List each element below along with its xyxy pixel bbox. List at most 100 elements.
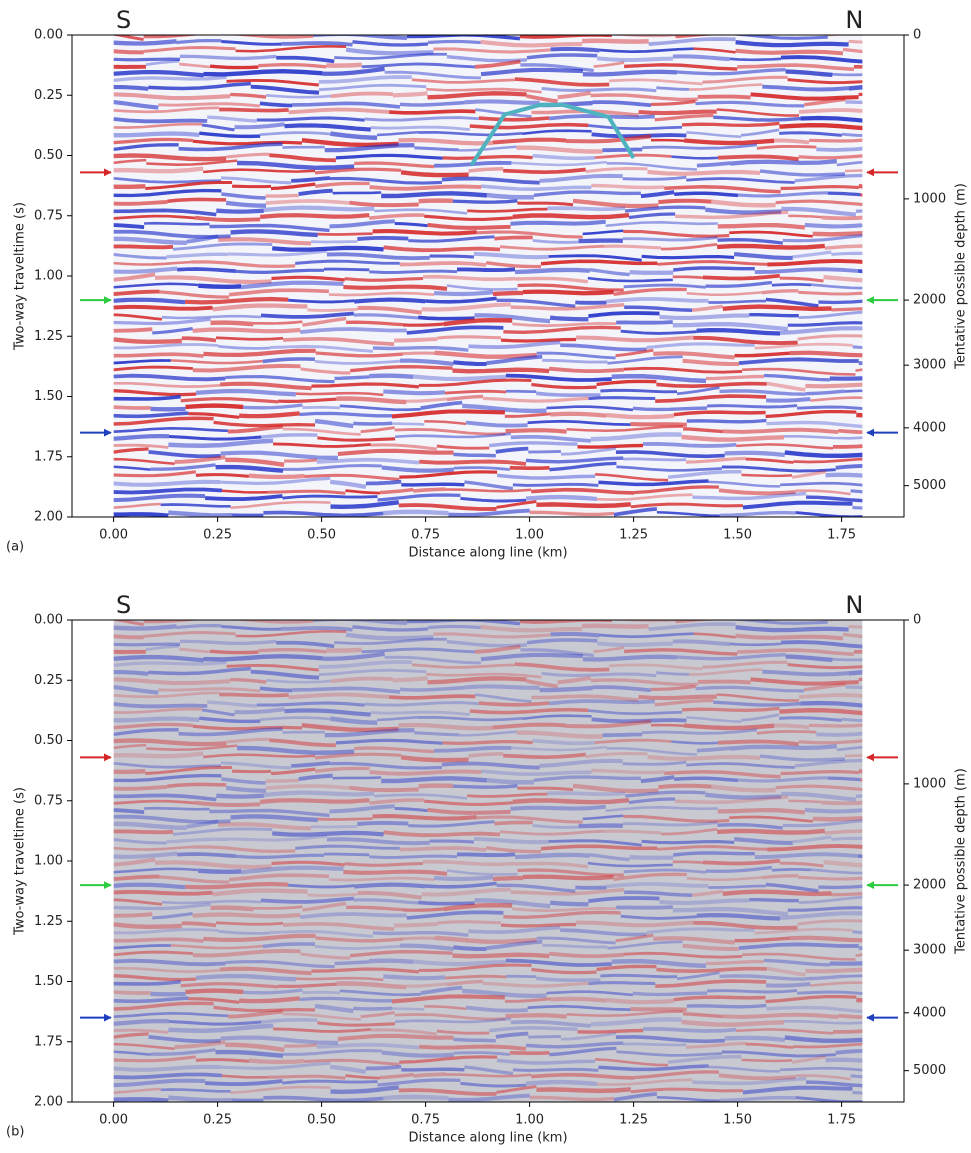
reflector [766,984,810,986]
reflector [144,223,209,224]
reflector [264,793,375,795]
reflector [260,688,292,690]
reflector [414,148,458,150]
direction-label: N [845,591,863,619]
reflector [167,199,226,201]
reflector [419,462,526,464]
reflector [799,695,875,697]
reflector [591,186,664,188]
reflector [114,636,144,637]
reflector [324,854,369,855]
reflector [805,385,913,387]
y-tick-label: 2.00 [34,1095,63,1110]
reflector [493,293,523,294]
reflector [114,1099,169,1100]
reflector [494,822,532,823]
reflector [597,643,673,645]
y2-tick-label: 4000 [913,1005,946,1020]
x-tick-label: 0.50 [307,528,336,543]
x-tick-label: 1.75 [827,1113,856,1128]
reflector [114,246,173,247]
y-tick-label: 0.50 [34,733,63,748]
reflector [856,414,959,417]
reflector [430,841,474,842]
reflector [832,73,893,75]
reflector [623,459,686,460]
reflector [453,362,486,364]
reflector [369,856,457,857]
direction-label: S [116,591,131,619]
reflector [114,202,168,204]
reflector [369,961,413,962]
reflector [730,161,836,163]
reflector [114,626,177,628]
reflector [749,900,799,901]
y-tick-label: 1.50 [34,389,63,404]
reflector [389,111,475,113]
reflector [742,475,793,476]
reflector [443,157,533,159]
reflector [284,460,317,461]
reflector [393,678,428,680]
reflector [430,256,474,257]
reflector [403,909,444,910]
y2-tick-label: 2000 [913,293,946,308]
reflector [493,878,523,879]
reflector [515,855,590,857]
reflector [639,112,717,113]
reflector [272,248,383,250]
reflector [465,686,540,687]
reflector [303,407,340,408]
reflector [443,742,533,744]
reflector [849,625,948,629]
reflector [849,86,942,88]
reflector [216,923,283,925]
reflector [781,772,859,774]
reflector [547,208,625,209]
reflector [403,938,435,939]
reflector [648,757,761,759]
reflector [114,892,213,894]
reflector [536,1089,630,1091]
reflector [383,391,445,393]
reflector [589,398,656,399]
reflector [193,915,301,917]
reflector [805,970,913,972]
reflector [656,88,689,90]
reflector [366,1067,401,1069]
reflector [114,644,180,645]
reflector [660,316,750,318]
panel-label: (a) [6,540,24,555]
y-tick-label: 0.75 [34,208,63,223]
reflector [536,504,630,506]
reflector [216,338,283,340]
x-tick-label: 0.75 [411,528,440,543]
reflector [114,407,151,408]
reflector [487,195,534,197]
reflector [513,484,599,485]
reflector [307,894,357,895]
reflector [658,786,711,787]
y-tick-label: 0.00 [34,28,63,43]
reflector [582,626,649,627]
reflector [383,512,448,513]
y-tick-label: 0.25 [34,88,63,103]
reflector [326,65,362,66]
reflector [114,300,186,303]
reflector [698,97,751,98]
reflector [736,636,844,639]
reflector [633,993,707,994]
reflector [717,831,825,833]
y-tick-label: 1.75 [34,1034,63,1049]
reflector [114,787,168,789]
reflector [551,414,607,416]
reflector [707,406,797,407]
reflector [606,1000,674,1002]
reflector [264,208,375,210]
reflector [211,908,254,910]
reflector [859,679,951,681]
reflector [454,1039,496,1040]
reflector [851,1076,898,1078]
reflector [788,216,822,217]
x-tick-label: 0.00 [99,1113,128,1128]
